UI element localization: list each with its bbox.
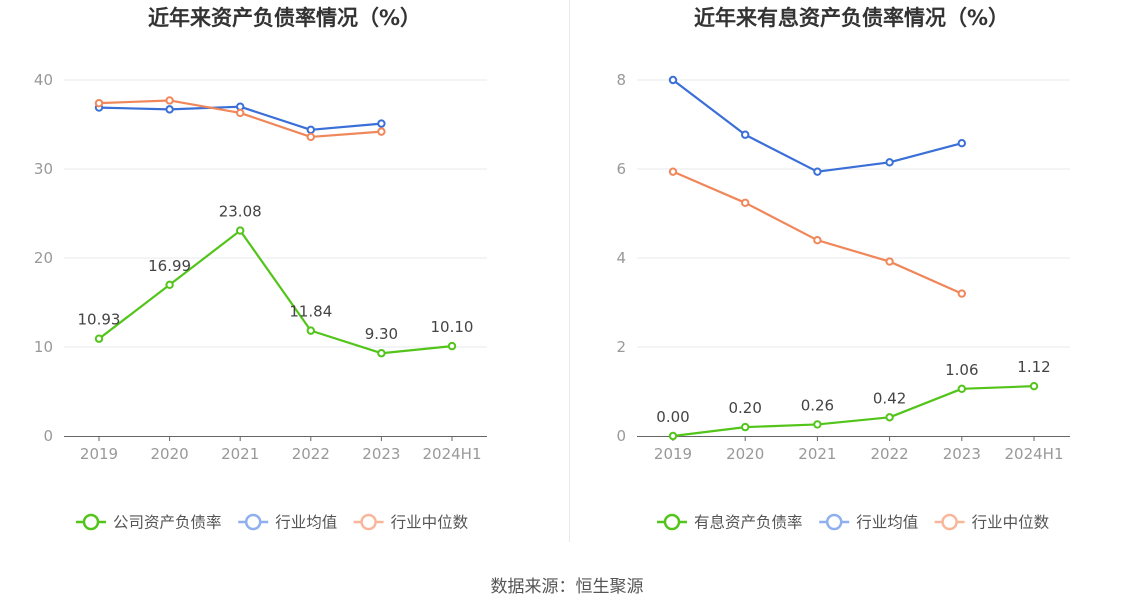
c0-data-point-0 [377, 349, 386, 358]
c1-x-tick-label: 2021 [798, 445, 836, 463]
c0-data-point-0 [306, 326, 315, 335]
c0-data-point-2 [236, 108, 245, 118]
c0-data-point-2 [377, 127, 386, 136]
c0-x-tick-label: 2023 [362, 445, 400, 463]
c0-data-point-1 [165, 105, 174, 114]
c0-data-point-2 [165, 96, 174, 105]
chart-divider [569, 0, 570, 542]
c1-x-tick-label: 2022 [871, 445, 909, 463]
c0-legend-marker-2 [360, 513, 377, 531]
c0-data-point-1 [306, 125, 315, 135]
c0-data-point-0 [165, 280, 174, 289]
c1-data-point-2 [957, 289, 966, 298]
c1-y-tick-label: 4 [616, 249, 626, 267]
c1-chart-title: 近年来有息资产负债率情况（%） [694, 6, 1009, 30]
c0-data-label: 23.08 [219, 203, 262, 221]
c1-legend-label-0: 有息资产负债率 [694, 514, 803, 532]
c0-x-tick-label: 2021 [221, 445, 259, 463]
c0-x-tick-label: 2019 [80, 445, 118, 463]
c1-data-point-1 [885, 158, 894, 167]
c0-y-tick-label: 30 [34, 160, 53, 178]
c1-data-point-1 [668, 75, 678, 85]
c1-data-point-2 [668, 167, 678, 176]
c0-data-point-0 [236, 226, 245, 235]
c0-x-tick-label: 2024H1 [423, 445, 482, 463]
c1-data-label: 0.26 [801, 396, 834, 414]
c1-y-tick-label: 0 [616, 427, 626, 445]
c0-legend-marker-0 [82, 513, 100, 531]
c1-data-label: 0.42 [873, 389, 906, 407]
c0-data-label: 10.10 [431, 318, 474, 336]
c0-y-tick-label: 40 [34, 71, 53, 89]
c0-chart-title: 近年来资产负债率情况（%） [148, 6, 421, 30]
data-source-note: 数据来源：恒生聚源 [490, 577, 644, 597]
c1-data-point-0 [668, 431, 678, 441]
c1-data-label: 0.20 [728, 399, 761, 417]
c1-data-point-0 [1029, 381, 1039, 391]
c1-data-point-0 [957, 384, 966, 394]
c1-x-tick-label: 2024H1 [1005, 445, 1064, 463]
c1-series-line-1 [672, 79, 963, 173]
c0-series-line-0 [98, 229, 453, 355]
c0-y-tick-label: 0 [43, 427, 53, 445]
chart-debt-ratio: 近年来资产负债率情况（%） 0 10 20 30 40 2019 2020 2021 2022 20… [34, 6, 487, 532]
c1-data-point-1 [813, 167, 822, 176]
c1-x-tick-label: 2020 [726, 445, 764, 463]
c1-y-tick-label: 2 [616, 338, 626, 356]
c0-data-point-2 [306, 132, 315, 142]
c1-x-tick-label: 2019 [654, 445, 692, 463]
c0-data-point-2 [94, 98, 104, 108]
c0-data-label: 16.99 [148, 257, 191, 275]
c1-y-tick-label: 8 [616, 71, 626, 89]
c1-series-line-0 [672, 385, 1035, 438]
c0-data-label: 11.84 [289, 303, 332, 321]
c0-x-tick-label: 2022 [292, 445, 330, 463]
c0-legend-label-2: 行业中位数 [391, 514, 469, 532]
c1-data-point-0 [741, 422, 750, 432]
c1-y-tick-label: 6 [616, 160, 626, 178]
c0-x-tick-label: 2020 [151, 445, 189, 463]
c1-data-point-2 [813, 236, 822, 245]
c0-data-point-1 [377, 119, 386, 128]
c1-data-point-1 [957, 138, 966, 148]
c0-legend-marker-1 [244, 513, 262, 531]
c1-legend-marker-2 [941, 513, 958, 531]
c1-x-tick-label: 2023 [943, 445, 981, 463]
c1-legend-marker-0 [663, 513, 681, 531]
c0-data-label: 9.30 [365, 325, 398, 343]
c1-data-point-1 [741, 130, 750, 139]
c1-data-point-0 [813, 420, 822, 429]
c0-data-point-0 [447, 341, 457, 351]
c1-series-line-2 [672, 170, 963, 295]
c0-data-label: 10.93 [78, 311, 121, 329]
c1-data-label: 1.12 [1017, 358, 1050, 376]
chart-interest-debt-ratio: 近年来有息资产负债率情况（%） 0 2 4 6 8 2019 2020 2021 2022 2023… [616, 6, 1070, 532]
c0-legend-label-0: 公司资产负债率 [113, 514, 222, 532]
c0-data-point-0 [94, 334, 104, 343]
c1-legend-label-1: 行业均值 [856, 514, 918, 532]
c1-data-point-0 [885, 413, 894, 422]
c0-legend-label-1: 行业均值 [275, 514, 337, 532]
c1-data-label: 1.06 [945, 361, 978, 379]
c1-data-label: 0.00 [656, 408, 689, 426]
c1-data-point-2 [885, 257, 894, 266]
c1-legend-marker-1 [825, 513, 843, 531]
c0-y-tick-label: 10 [34, 338, 53, 356]
c1-data-point-2 [741, 198, 750, 208]
c0-y-tick-label: 20 [34, 249, 53, 267]
c1-legend-label-2: 行业中位数 [972, 514, 1050, 532]
